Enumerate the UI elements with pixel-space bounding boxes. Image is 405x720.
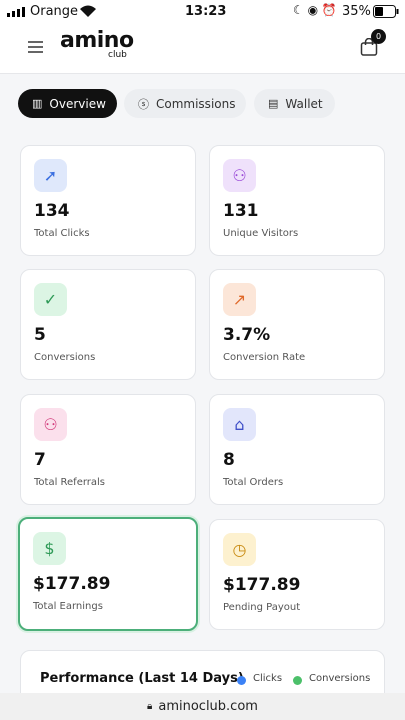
logo-sub: club xyxy=(108,50,127,60)
stat-label: Total Referrals xyxy=(34,477,106,488)
stat-icon: ⚇ xyxy=(34,408,67,441)
status-icons: ☾ ◉ ⏰ xyxy=(293,3,337,17)
stat-value: 131 xyxy=(223,201,259,221)
stat-card: ◷ $177.89 Pending Payout xyxy=(209,519,385,630)
browser-url-bar[interactable]: 🔒︎ aminoclub.com xyxy=(0,693,405,720)
stat-label: Conversions xyxy=(34,352,96,363)
stat-card: ➚ 134 Total Clicks xyxy=(20,145,196,256)
battery-icon xyxy=(373,5,399,18)
stat-value: 5 xyxy=(34,325,46,345)
tab-wallet[interactable]: ▤ Wallet xyxy=(254,89,335,118)
tab-overview[interactable]: ▥ Overview xyxy=(18,89,117,118)
stat-value: 3.7% xyxy=(223,325,271,345)
stat-label: Conversion Rate xyxy=(223,352,306,363)
stat-icon: ✓ xyxy=(34,283,67,316)
stat-card: $ $177.89 Total Earnings xyxy=(18,517,198,631)
stat-card: ✓ 5 Conversions xyxy=(20,269,196,380)
stat-icon: ◷ xyxy=(223,533,256,566)
stat-icon: $ xyxy=(33,532,66,565)
tab-label: Overview xyxy=(49,96,106,111)
stat-card: ⚇ 7 Total Referrals xyxy=(20,394,196,505)
stat-card: ⌂ 8 Total Orders xyxy=(209,394,385,505)
stat-icon: ⌂ xyxy=(223,408,256,441)
performance-title: Performance (Last 14 Days) xyxy=(40,671,244,686)
status-bar: Orange 13:23 ☾ ◉ ⏰ 35% xyxy=(0,0,405,24)
legend-swatch xyxy=(237,676,246,685)
carrier: Orange xyxy=(30,4,79,19)
logo[interactable]: amino xyxy=(60,28,134,53)
stat-icon: ↗ xyxy=(223,283,256,316)
stat-label: Unique Visitors xyxy=(223,228,299,239)
legend-label: Conversions xyxy=(309,673,371,684)
legend-label: Clicks xyxy=(253,673,283,684)
stat-icon: ➚ xyxy=(34,159,67,192)
clock: 13:23 xyxy=(185,4,227,19)
stat-value: 7 xyxy=(34,450,46,470)
stat-label: Total Orders xyxy=(223,477,284,488)
tab-commissions[interactable]: ⓢ Commissions xyxy=(124,89,246,118)
stat-card: ↗ 3.7% Conversion Rate xyxy=(209,269,385,380)
signal-icon xyxy=(7,7,25,17)
tab-label: Wallet xyxy=(285,96,323,111)
stat-value: $177.89 xyxy=(33,574,111,594)
legend-swatch xyxy=(293,676,302,685)
stat-icon: ⚇ xyxy=(223,159,256,192)
menu-button[interactable] xyxy=(28,41,43,53)
stat-label: Total Earnings xyxy=(33,601,103,612)
lock-icon: 🔒︎ xyxy=(147,701,153,712)
wifi-icon xyxy=(80,5,96,17)
url: aminoclub.com xyxy=(158,699,258,714)
stat-label: Pending Payout xyxy=(223,602,301,613)
stat-value: $177.89 xyxy=(223,575,301,595)
app-header: amino club 0 xyxy=(0,24,405,74)
stat-value: 8 xyxy=(223,450,235,470)
stat-label: Total Clicks xyxy=(34,228,90,239)
battery-level: 35% xyxy=(342,4,371,19)
stat-value: 134 xyxy=(34,201,70,221)
stat-card: ⚇ 131 Unique Visitors xyxy=(209,145,385,256)
cart-badge: 0 xyxy=(371,29,386,44)
tab-label: Commissions xyxy=(156,96,236,111)
